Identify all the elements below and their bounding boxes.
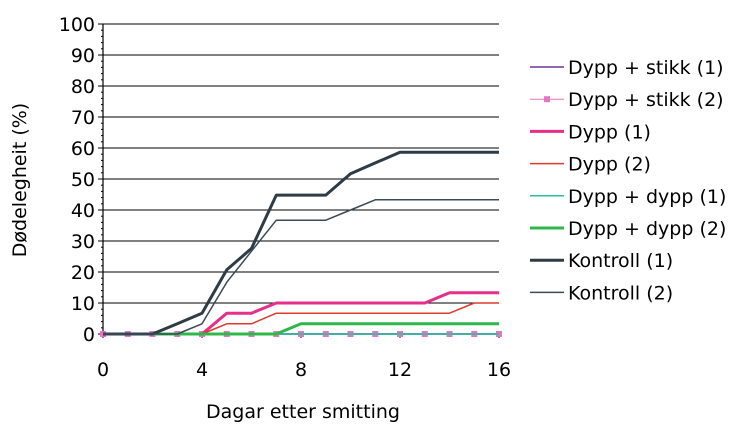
y-tick-label: 50 xyxy=(71,169,95,191)
y-tick-label: 90 xyxy=(71,45,95,67)
y-tick-label: 100 xyxy=(59,14,95,36)
series-line-8 xyxy=(103,199,499,335)
y-tick-label: 20 xyxy=(71,262,95,284)
series-lines xyxy=(100,150,502,337)
y-tick-label: 30 xyxy=(71,231,95,253)
legend-label: Dypp (1) xyxy=(568,121,651,143)
legend-label: Dypp (2) xyxy=(568,154,651,176)
x-tick-label: 12 xyxy=(388,359,412,381)
x-tick-label: 16 xyxy=(487,359,511,381)
legend-marker xyxy=(544,96,550,103)
y-tick-label: 10 xyxy=(71,293,95,315)
legend: Dypp + stikk (1) Dypp + stikk (2) Dypp (1)… xyxy=(530,57,726,304)
x-axis-title: Dagar etter smitting xyxy=(206,401,400,423)
y-tick-label: 60 xyxy=(71,138,95,160)
legend-label: Dypp + stikk (2) xyxy=(568,89,724,111)
x-tick-label: 8 xyxy=(295,359,307,381)
legend-label: Dypp + dypp (2) xyxy=(568,218,726,240)
legend-label: Kontroll (2) xyxy=(568,282,673,304)
axes xyxy=(98,23,500,338)
series-line-7 xyxy=(103,150,499,336)
y-tick-labels: 0 10 20 30 40 50 60 70 80 90 100 xyxy=(59,14,95,346)
legend-label: Dypp + stikk (1) xyxy=(568,57,724,79)
legend-label: Kontroll (1) xyxy=(568,250,673,272)
y-tick-label: 70 xyxy=(71,107,95,129)
y-axis-title: Dødelegheit (%) xyxy=(9,103,31,257)
gridlines xyxy=(103,23,499,304)
x-tick-label: 0 xyxy=(97,359,109,381)
y-tick-label: 40 xyxy=(71,200,95,222)
x-tick-labels: 0 4 8 12 16 xyxy=(97,359,511,381)
y-tick-label: 80 xyxy=(71,76,95,98)
y-tick-label: 0 xyxy=(83,324,95,346)
x-tick-label: 4 xyxy=(196,359,208,381)
legend-label: Dypp + dypp (1) xyxy=(568,186,726,208)
